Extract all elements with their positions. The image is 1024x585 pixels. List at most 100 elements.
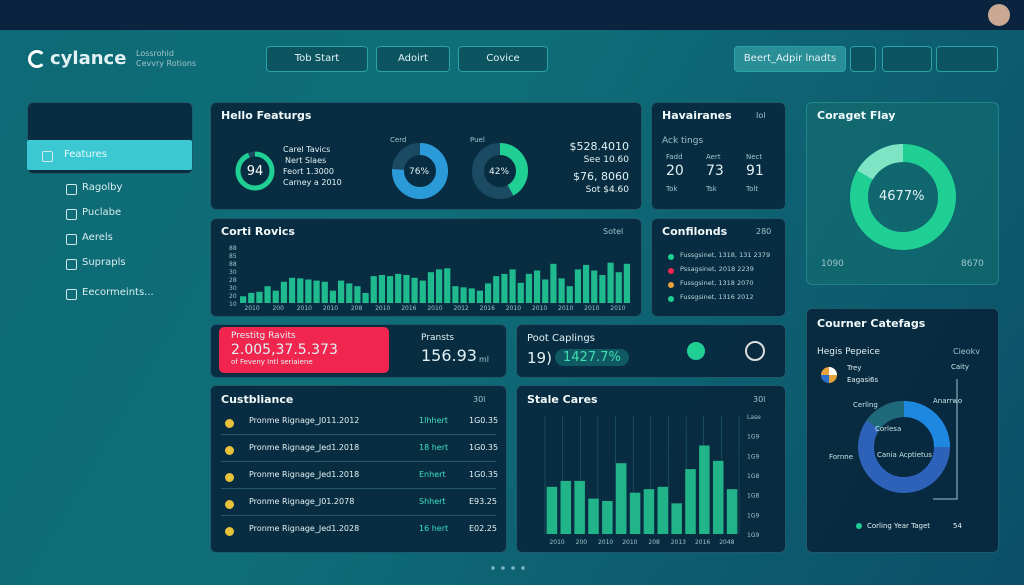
amount: $76, 8060 — [573, 170, 629, 183]
nav-icon — [66, 209, 77, 220]
row-value: 1G0.35 — [469, 416, 499, 425]
bar — [582, 264, 590, 303]
bar — [329, 290, 337, 303]
nav-item[interactable]: Eecormeints... — [82, 287, 154, 298]
bar — [297, 278, 304, 303]
row-name: Pronme Rignage_Jed1.2018 — [249, 470, 360, 479]
donut-label: Cerling — [853, 401, 878, 409]
subtitle: Ack tings — [662, 136, 704, 146]
donut-label: Fornne — [829, 453, 853, 461]
nav-icon — [66, 289, 77, 300]
bar — [550, 263, 557, 303]
nav-item[interactable]: Puclabe — [82, 207, 122, 218]
nav-icon — [42, 151, 53, 162]
nav-item[interactable]: Features — [64, 149, 107, 160]
x-label: 2012 — [453, 305, 468, 312]
bar — [370, 276, 377, 303]
ring-arc — [472, 143, 528, 199]
button[interactable]: Adoirt — [376, 46, 450, 72]
nav-item[interactable]: Ragolby — [82, 182, 123, 193]
stat-value: 91 — [746, 163, 764, 179]
amount: See 10.60 — [583, 155, 629, 165]
donut-value: 76% — [409, 167, 430, 177]
tag: Sotel — [603, 227, 624, 236]
row-text: Fussgsinet, 1318 2070 — [680, 279, 754, 287]
avatar[interactable] — [988, 4, 1010, 26]
search[interactable]: Beert_Adpir lnadts — [734, 46, 846, 72]
status-dot — [668, 296, 674, 302]
row-status: 16 hert — [419, 524, 449, 533]
x-label: 200 — [576, 539, 588, 546]
donut — [821, 367, 958, 529]
bar — [264, 286, 271, 303]
y-label: 1G8 — [747, 473, 759, 480]
stat-value: 20 — [666, 163, 684, 179]
stat-label: Fadd — [666, 153, 683, 161]
bar — [560, 480, 572, 534]
bar — [493, 276, 500, 303]
bar — [517, 282, 524, 303]
row-badge — [225, 446, 234, 455]
nav-item[interactable]: Aerels — [82, 232, 113, 243]
bar — [484, 283, 492, 303]
row-name: Pronme Rignage_Jed1.2018 — [249, 443, 360, 452]
bar — [239, 296, 247, 303]
label: Pransts — [421, 333, 455, 343]
icon — [745, 341, 765, 361]
icon-button[interactable] — [882, 46, 932, 72]
x-label: 2010 — [506, 305, 521, 312]
bar — [395, 273, 402, 303]
ring — [850, 144, 956, 250]
tag: 30l — [753, 395, 766, 404]
row-text: Fussgsinet, 1316 2012 — [680, 293, 754, 301]
subtitle: Hegis Pepeice — [817, 347, 880, 357]
brand: cylance — [50, 48, 127, 69]
button[interactable]: Tob Start — [266, 46, 368, 72]
x-label: 200 — [272, 305, 284, 312]
max-label: 8670 — [961, 259, 984, 269]
bar — [509, 269, 516, 303]
panel-title: Hello Featurgs — [221, 109, 312, 122]
bar — [712, 460, 724, 534]
panel-title: Corti Rovics — [221, 225, 295, 238]
donut-value: 42% — [489, 167, 510, 177]
y-label: 10 — [229, 301, 237, 308]
play-button[interactable] — [687, 342, 705, 360]
y-label: 1G9 — [747, 532, 759, 539]
bar — [566, 286, 573, 303]
donut-label: Corlesa — [875, 425, 902, 433]
x-label: 2010 — [584, 305, 599, 312]
bar — [558, 278, 565, 303]
row-name: Pronme Rignage_Jed1.2028 — [249, 524, 360, 533]
y-label: 85 — [229, 253, 237, 260]
bar — [591, 270, 598, 303]
button[interactable]: Covice — [458, 46, 548, 72]
y-label: 88 — [229, 261, 237, 268]
row-badge — [225, 527, 234, 536]
bar — [419, 280, 426, 303]
panel-title: Stale Cares — [527, 393, 598, 406]
nav-item[interactable]: Suprapls — [82, 257, 126, 268]
legend-item: Eagasi6s — [847, 376, 879, 384]
icon-button[interactable] — [850, 46, 876, 72]
row-value: E02.25 — [469, 524, 497, 533]
row-text: Pssagsinet, 2018 2239 — [680, 265, 754, 273]
panel-title: Coraget Flay — [817, 109, 896, 122]
panel: Courner Catefags Hegis Pepeice Cieokv Tr… — [806, 308, 999, 553]
bar — [378, 275, 386, 303]
bar — [615, 272, 622, 303]
amount: 156.93 — [421, 346, 477, 365]
row-status: Enhert — [419, 470, 446, 479]
value: 19) — [527, 349, 552, 367]
icon-button[interactable] — [936, 46, 998, 72]
stat-sub: Tok — [666, 185, 678, 193]
bar — [629, 492, 641, 534]
tagline: Cevvry Rotions — [136, 59, 197, 68]
x-label: 2010 — [323, 305, 338, 312]
nav-icon — [66, 234, 77, 245]
panel: Custbliance 30l Pronme Rignage_J011.2012… — [210, 385, 507, 553]
y-label: 1G9 — [747, 512, 759, 519]
bar — [542, 279, 549, 303]
text-line: Carel Tavics — [283, 145, 331, 154]
